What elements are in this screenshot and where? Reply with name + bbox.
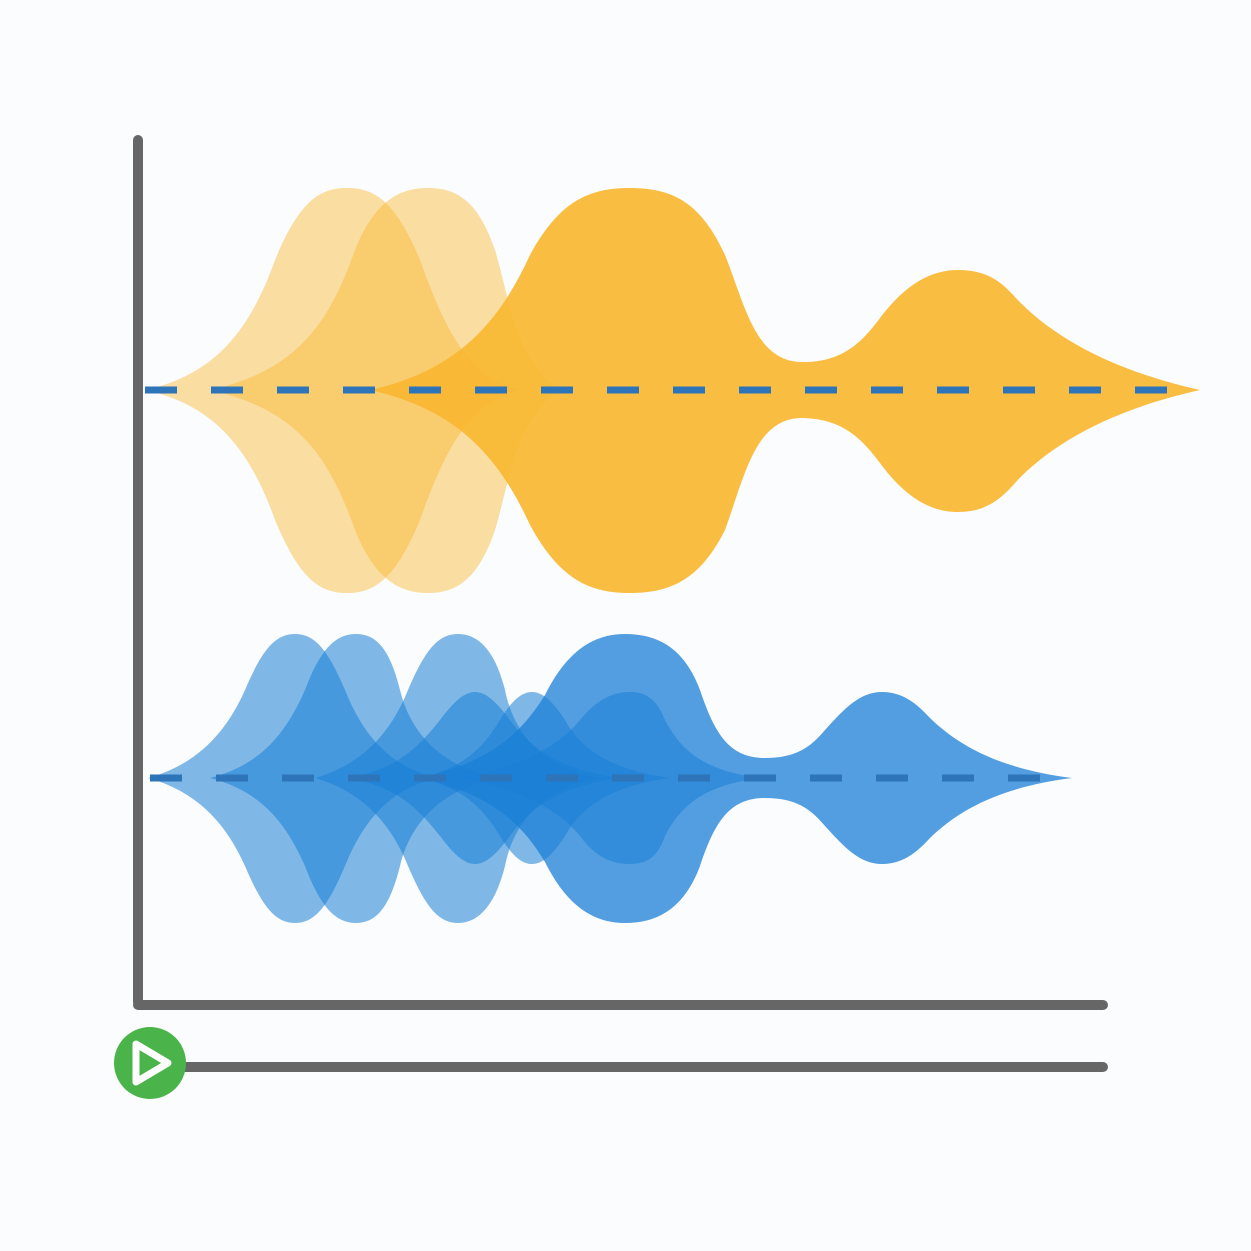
play-icon bbox=[132, 1040, 172, 1086]
orange-shape-3 bbox=[370, 188, 1200, 593]
orange-violin-group bbox=[145, 188, 1200, 593]
orange-shape-1 bbox=[145, 188, 520, 593]
play-button[interactable] bbox=[114, 1027, 186, 1099]
play-button-circle bbox=[114, 1027, 186, 1099]
blue-violin-group bbox=[148, 634, 1072, 923]
